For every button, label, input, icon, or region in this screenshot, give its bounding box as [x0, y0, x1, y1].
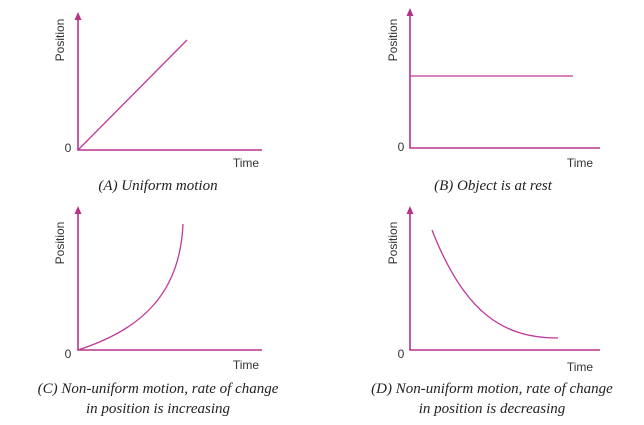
panel-a: 0 Position Time (A) Uniform motion	[53, 12, 262, 194]
y-label: Position	[386, 222, 400, 265]
x-label: Time	[233, 156, 260, 170]
y-label: Position	[53, 222, 67, 265]
arrow	[406, 8, 414, 16]
caption: (D) Non-uniform motion, rate of change	[371, 381, 613, 397]
panel-b: 0 Position Time (B) Object is at rest	[386, 8, 600, 194]
caption: in position is increasing	[86, 401, 231, 417]
curve	[431, 229, 559, 339]
panel-d: 0 Position Time (D) Non-uniform motion, …	[371, 206, 613, 417]
arrow	[74, 12, 82, 20]
caption: (B) Object is at rest	[434, 178, 553, 194]
axes	[77, 18, 262, 151]
arrow	[406, 206, 414, 214]
caption: (C) Non-uniform motion, rate of change	[38, 381, 279, 397]
origin-label: 0	[398, 347, 405, 361]
curve	[77, 39, 188, 151]
origin-label: 0	[398, 140, 405, 154]
y-label: Position	[53, 19, 67, 62]
arrow	[74, 206, 82, 214]
x-label: Time	[567, 156, 594, 170]
caption: in position is decreasing	[419, 401, 566, 417]
origin-label: 0	[65, 141, 72, 155]
axes	[409, 212, 600, 351]
y-label: Position	[386, 19, 400, 62]
curve	[77, 223, 184, 351]
panel-c: 0 Position Time (C) Non-uniform motion, …	[38, 206, 279, 417]
x-label: Time	[567, 360, 594, 374]
axes	[409, 14, 600, 149]
caption: (A) Uniform motion	[98, 178, 217, 194]
origin-label: 0	[65, 347, 72, 361]
x-label: Time	[233, 358, 260, 372]
